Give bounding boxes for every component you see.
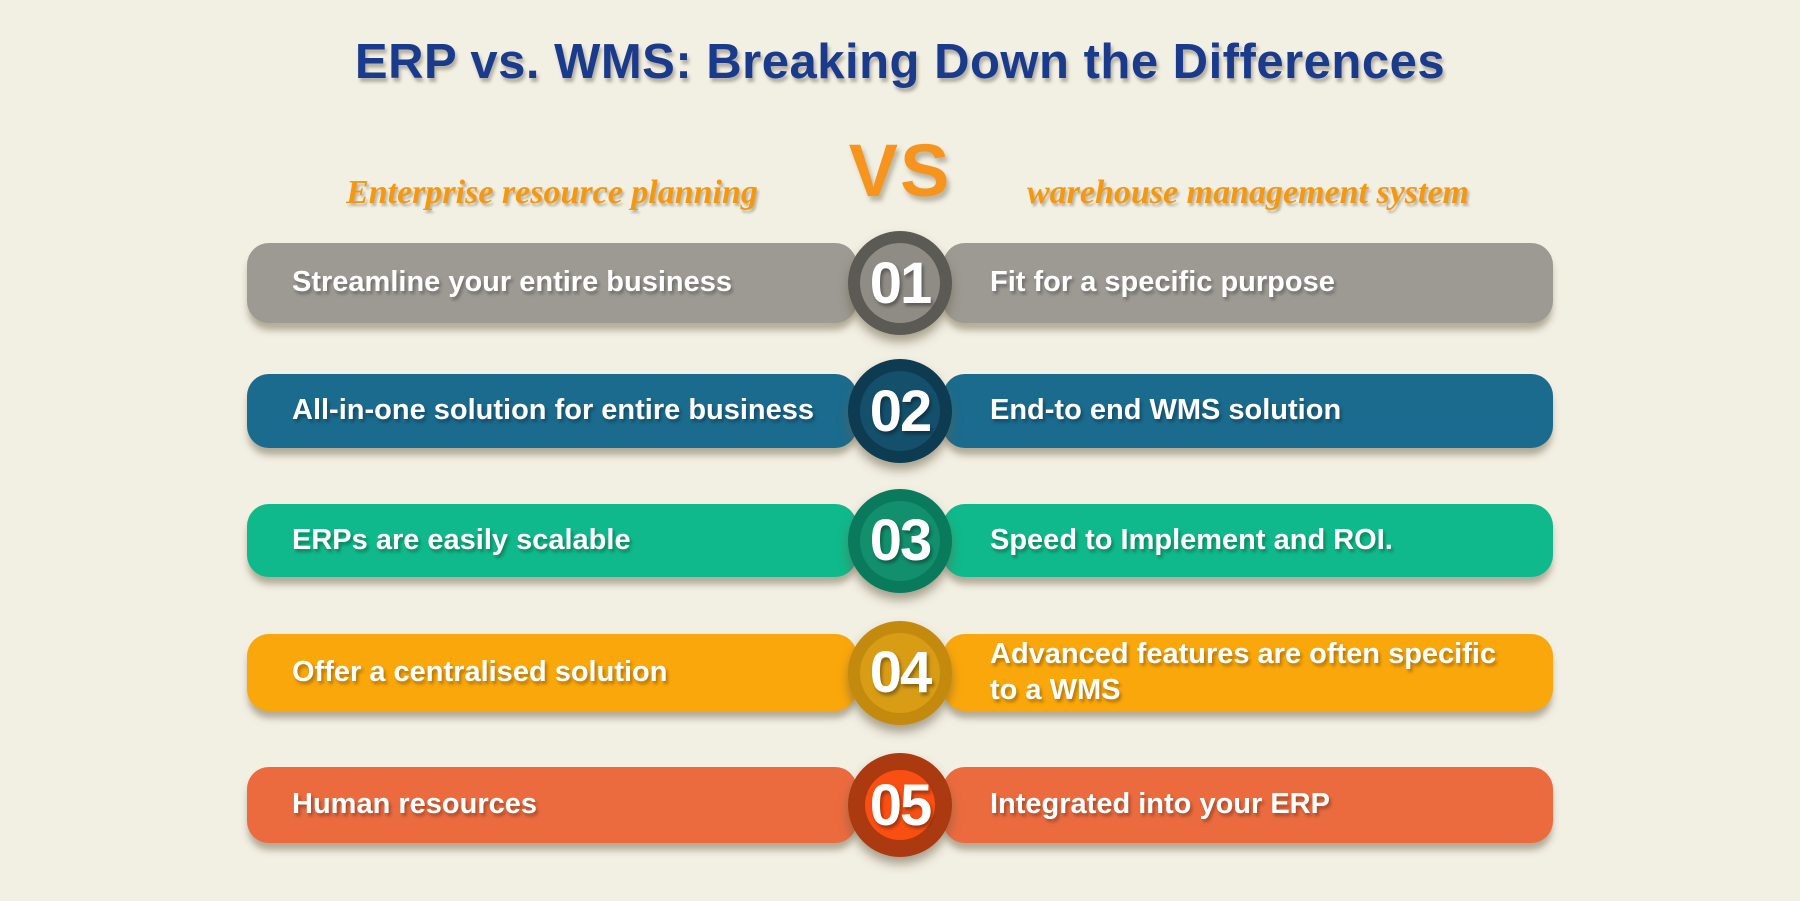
step-number: 03 xyxy=(869,508,932,573)
wms-bar-label: Integrated into your ERP xyxy=(990,788,1330,821)
wms-bar: Integrated into your ERP xyxy=(943,767,1553,843)
erp-bar-label: Offer a centralised solution xyxy=(292,655,668,688)
wms-bar-label: End-to end WMS solution xyxy=(990,394,1342,427)
wms-bar: Fit for a specific purpose xyxy=(943,243,1553,323)
comparison-row: Human resources Integrated into your ERP… xyxy=(0,753,1800,857)
step-number-badge-inner: 05 xyxy=(865,770,935,840)
step-number-badge: 04 xyxy=(848,620,952,725)
step-number-badge-inner: 01 xyxy=(860,243,940,323)
wms-bar-label: Advanced features are often specific to … xyxy=(990,638,1497,706)
erp-bar: All-in-one solution for entire business xyxy=(247,374,857,448)
erp-heading: Enterprise resource planning xyxy=(346,174,758,211)
step-number-badge: 01 xyxy=(848,231,952,335)
step-number-badge: 03 xyxy=(848,488,952,593)
step-number: 02 xyxy=(869,378,932,444)
comparison-row: All-in-one solution for entire business … xyxy=(0,359,1800,463)
wms-bar: Advanced features are often specific to … xyxy=(943,634,1553,711)
vs-label: VS xyxy=(848,129,952,212)
step-number-badge-inner: 02 xyxy=(860,371,940,451)
erp-bar: Offer a centralised solution xyxy=(247,634,857,711)
comparison-row: Streamline your entire business Fit for … xyxy=(0,231,1800,335)
wms-bar-label: Speed to Implement and ROI. xyxy=(990,523,1393,556)
wms-bar: Speed to Implement and ROI. xyxy=(943,504,1553,577)
erp-bar: ERPs are easily scalable xyxy=(247,504,857,577)
step-number: 04 xyxy=(869,640,932,705)
wms-bar-label: Fit for a specific purpose xyxy=(990,266,1335,299)
comparison-row: Offer a centralised solution Advanced fe… xyxy=(0,620,1800,725)
erp-bar-label: Streamline your entire business xyxy=(292,266,732,299)
erp-bar: Human resources xyxy=(247,767,857,843)
step-number-badge: 02 xyxy=(848,359,952,463)
step-number: 01 xyxy=(869,250,932,316)
wms-heading: warehouse management system xyxy=(1026,174,1470,211)
erp-bar-label: ERPs are easily scalable xyxy=(292,523,631,556)
comparison-row: ERPs are easily scalable Speed to Implem… xyxy=(0,488,1800,593)
step-number-badge-inner: 03 xyxy=(860,500,940,581)
page-title: ERP vs. WMS: Breaking Down the Differenc… xyxy=(354,35,1446,89)
step-number: 05 xyxy=(869,772,932,838)
erp-bar: Streamline your entire business xyxy=(247,243,857,323)
erp-bar-label: All-in-one solution for entire business xyxy=(292,394,815,427)
wms-bar: End-to end WMS solution xyxy=(943,374,1553,448)
step-number-badge: 05 xyxy=(848,753,952,857)
step-number-badge-inner: 04 xyxy=(860,632,940,713)
erp-bar-label: Human resources xyxy=(292,788,537,821)
